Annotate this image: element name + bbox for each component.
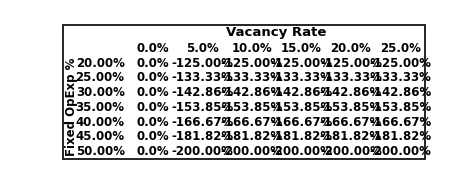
Text: -200.00%: -200.00% (320, 145, 382, 158)
Text: -153.85%: -153.85% (320, 101, 382, 114)
Text: -125.00%: -125.00% (171, 57, 233, 70)
Text: -200.00%: -200.00% (369, 145, 431, 158)
Text: 25.0%: 25.0% (380, 41, 421, 55)
Text: -200.00%: -200.00% (221, 145, 283, 158)
Text: Fixed OpExp %: Fixed OpExp % (65, 58, 78, 157)
Text: 5.0%: 5.0% (186, 41, 218, 55)
Text: 0.0%: 0.0% (136, 41, 169, 55)
Text: 0.0%: 0.0% (136, 86, 169, 99)
Text: 0.0%: 0.0% (136, 101, 169, 114)
Text: -125.00%: -125.00% (270, 57, 332, 70)
Text: -153.85%: -153.85% (369, 101, 432, 114)
Text: -142.86%: -142.86% (220, 86, 283, 99)
Text: 0.0%: 0.0% (136, 130, 169, 143)
Text: -142.86%: -142.86% (320, 86, 382, 99)
Text: -142.86%: -142.86% (270, 86, 332, 99)
Text: -142.86%: -142.86% (171, 86, 233, 99)
Text: 15.0%: 15.0% (281, 41, 322, 55)
Text: -153.85%: -153.85% (171, 101, 233, 114)
Text: -133.33%: -133.33% (221, 71, 283, 84)
Text: -166.67%: -166.67% (220, 116, 283, 128)
Text: 45.00%: 45.00% (76, 130, 125, 143)
Text: 10.0%: 10.0% (231, 41, 272, 55)
Text: Vacancy Rate: Vacancy Rate (226, 26, 327, 39)
Text: 50.00%: 50.00% (76, 145, 125, 158)
Text: -153.85%: -153.85% (220, 101, 283, 114)
Text: 20.00%: 20.00% (76, 57, 125, 70)
Text: -142.86%: -142.86% (369, 86, 432, 99)
Text: 30.00%: 30.00% (76, 86, 125, 99)
Text: -166.67%: -166.67% (270, 116, 332, 128)
Text: -133.33%: -133.33% (320, 71, 382, 84)
Text: -125.00%: -125.00% (369, 57, 432, 70)
Text: -181.82%: -181.82% (369, 130, 432, 143)
Text: -181.82%: -181.82% (320, 130, 382, 143)
Text: 20.0%: 20.0% (330, 41, 371, 55)
Text: -181.82%: -181.82% (171, 130, 233, 143)
Text: -200.00%: -200.00% (270, 145, 332, 158)
Text: -166.67%: -166.67% (369, 116, 432, 128)
Text: -125.00%: -125.00% (221, 57, 283, 70)
Text: 25.00%: 25.00% (76, 71, 125, 84)
Text: 40.00%: 40.00% (76, 116, 125, 128)
Text: -200.00%: -200.00% (171, 145, 233, 158)
Text: -133.33%: -133.33% (270, 71, 332, 84)
Text: -125.00%: -125.00% (320, 57, 382, 70)
Text: -181.82%: -181.82% (221, 130, 283, 143)
Text: 0.0%: 0.0% (136, 116, 169, 128)
Text: -153.85%: -153.85% (270, 101, 332, 114)
Text: -166.67%: -166.67% (171, 116, 233, 128)
Text: 0.0%: 0.0% (136, 71, 169, 84)
Text: 0.0%: 0.0% (136, 57, 169, 70)
Text: -166.67%: -166.67% (320, 116, 382, 128)
Text: -133.33%: -133.33% (369, 71, 431, 84)
Text: 35.00%: 35.00% (76, 101, 125, 114)
Text: -181.82%: -181.82% (270, 130, 332, 143)
Text: 0.0%: 0.0% (136, 145, 169, 158)
Text: -133.33%: -133.33% (171, 71, 233, 84)
